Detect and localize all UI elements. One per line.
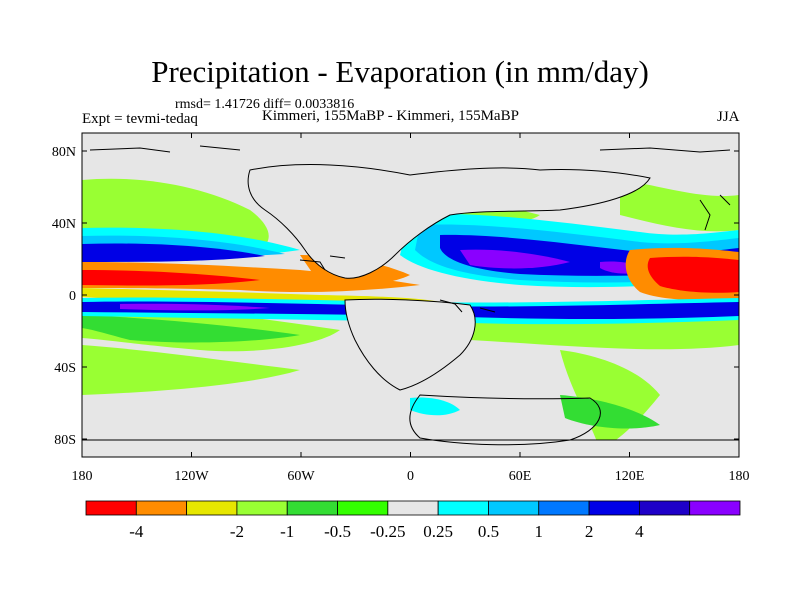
field-green-southern <box>82 345 300 395</box>
field-layer <box>82 133 739 457</box>
colorbar-swatch <box>236 500 288 516</box>
colorbar-label: 0.25 <box>423 522 453 541</box>
lat-tick-label: 80N <box>52 145 76 160</box>
colorbar-swatch <box>538 500 590 516</box>
colorbar-label: 0.5 <box>478 522 499 541</box>
colorbar-swatch <box>186 500 238 516</box>
field-blue-nh <box>82 243 265 262</box>
stats-label: rmsd= 1.41726 diff= 0.0033816 <box>175 97 355 112</box>
colorbar-swatch <box>488 500 540 516</box>
colorbar-swatch <box>85 500 137 516</box>
field-red-pac <box>647 256 739 293</box>
landmass-south-pole <box>82 440 739 457</box>
lon-tick-label: 180 <box>72 469 93 484</box>
colorbar-swatch <box>588 500 640 516</box>
colorbar-swatch <box>135 500 188 516</box>
colorbar-label: 2 <box>585 522 594 541</box>
lon-tick-group: 180 120W 60W 0 60E 120E 180 <box>72 133 750 484</box>
lat-tick-label: 40S <box>54 361 76 376</box>
colorbar-swatch <box>437 500 489 516</box>
field-red-nh <box>82 270 260 286</box>
lon-tick-label: 180 <box>729 469 750 484</box>
lon-tick-label: 60W <box>287 469 315 484</box>
colorbar-swatch <box>638 500 691 516</box>
lat-tick-label: 80S <box>54 433 76 448</box>
colorbar-label: -0.25 <box>370 522 405 541</box>
colorbar-swatch <box>689 500 741 516</box>
colorbar <box>85 500 741 516</box>
colorbar-labels: -4 -2 -1 -0.5 -0.25 0.25 0.5 1 2 4 <box>129 522 644 541</box>
field-green-south-ant <box>560 395 660 429</box>
colorbar-label: -2 <box>230 522 244 541</box>
coastlines <box>82 145 739 446</box>
field-purple-sh <box>120 303 270 311</box>
experiment-label: Expt = tevmi-tedaq <box>82 111 198 127</box>
field-cyan-south <box>410 397 460 416</box>
season-label: JJA <box>717 109 740 125</box>
plot-title: Precipitation - Evaporation (in mm/day) <box>151 54 649 89</box>
lon-tick-label: 0 <box>407 469 414 484</box>
lon-tick-label: 60E <box>509 469 532 484</box>
lat-tick-label: 0 <box>69 289 76 304</box>
colorbar-label: 1 <box>535 522 544 541</box>
landmass-pangaea <box>248 164 650 445</box>
field-green-indo <box>560 350 660 450</box>
lat-tick-group: 80N 40N 0 40S 80S <box>52 145 739 448</box>
colorbar-label: -0.5 <box>324 522 351 541</box>
colorbar-label: 4 <box>635 522 644 541</box>
colorbar-label: -4 <box>129 522 144 541</box>
field-purple-asia <box>460 249 570 269</box>
colorbar-swatch <box>387 500 439 516</box>
colorbar-swatch <box>286 500 338 516</box>
lon-tick-label: 120E <box>615 469 645 484</box>
lon-tick-label: 120W <box>174 469 209 484</box>
colorbar-label: -1 <box>280 522 294 541</box>
comparison-label: Kimmeri, 155MaBP - Kimmeri, 155MaBP <box>262 108 519 124</box>
field-green-south-pac <box>82 315 300 343</box>
lat-tick-label: 40N <box>52 217 76 232</box>
colorbar-swatch <box>337 500 389 516</box>
